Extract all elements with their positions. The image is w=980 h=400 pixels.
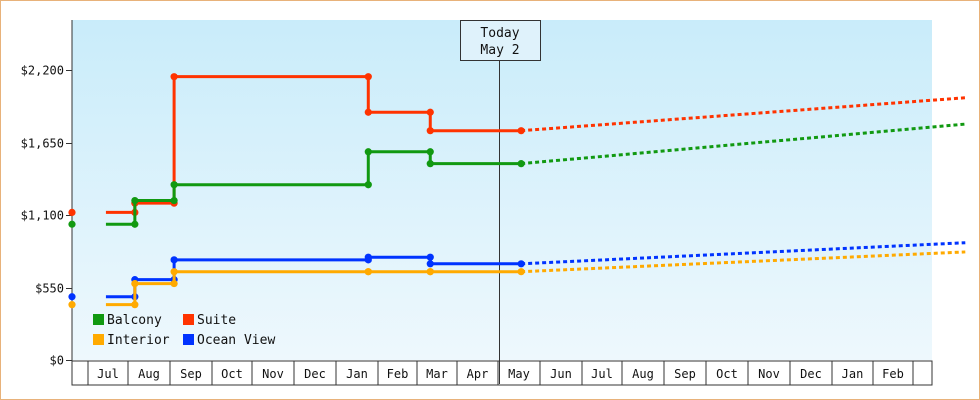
x-tick-label: Jul: [97, 367, 119, 381]
data-point: [426, 260, 434, 268]
data-point: [170, 256, 178, 264]
data-point: [170, 279, 178, 288]
x-axis-month-cell: [335, 360, 379, 386]
data-point: [426, 148, 434, 156]
y-tick-label: $0: [50, 354, 64, 368]
x-tick-label: Oct: [716, 367, 738, 381]
x-axis-month-cell: [251, 360, 295, 386]
today-box: [460, 20, 541, 61]
x-axis-month-cell: [377, 360, 418, 386]
legend-label-suite: Suite: [197, 313, 236, 328]
data-point: [68, 301, 76, 309]
x-tick-label: Sep: [180, 367, 202, 381]
data-point: [170, 268, 178, 276]
y-tick-label: $550: [35, 282, 64, 296]
x-axis-month-cell: [87, 360, 129, 386]
data-point: [131, 196, 139, 205]
data-point: [426, 253, 434, 261]
x-tick-label: Jul: [591, 367, 613, 381]
series-balcony: [68, 122, 966, 228]
data-point: [68, 208, 76, 217]
x-axis-month-cell: [293, 360, 337, 386]
x-tick-label: Feb: [387, 367, 409, 381]
x-axis-month-cell: [912, 360, 933, 386]
x-tick-label: Sep: [674, 367, 696, 381]
x-tick-label: Jan: [346, 367, 368, 381]
x-axis-month-cell: [872, 360, 914, 386]
data-point: [426, 108, 434, 116]
data-point: [170, 181, 178, 189]
data-point: [131, 279, 139, 288]
x-tick-label: Dec: [304, 367, 326, 381]
x-axis-month-cell: [831, 360, 874, 386]
x-axis-month-boxes: Jul Aug Sep Oct Nov Dec Jan Feb Mar Apr May Jun Jul A…: [71, 360, 933, 386]
x-tick-label: Aug: [632, 367, 654, 381]
today-marker: Today May 2: [460, 20, 541, 384]
data-point: [68, 220, 76, 228]
data-point: [170, 196, 178, 205]
x-tick-label: Mar: [426, 367, 448, 381]
x-tick-label: Aug: [138, 367, 160, 381]
legend-swatch-ocean-view: [183, 334, 194, 345]
x-tick-label: Jan: [842, 367, 864, 381]
forecast-line-suite: [521, 96, 966, 133]
x-axis-month-cell: [497, 360, 541, 386]
data-point: [426, 127, 434, 135]
y-axis: $0 $550 $1,100 $1,650 $2,200: [21, 20, 73, 368]
x-tick-label: Feb: [882, 367, 904, 381]
x-tick-label: Apr: [467, 367, 489, 381]
x-axis-month-cell: [705, 360, 749, 386]
data-point: [364, 253, 372, 261]
data-point: [131, 220, 139, 228]
data-point: [364, 268, 372, 276]
data-point: [364, 73, 372, 81]
plot-area: [72, 20, 932, 360]
series-line-balcony: [105, 150, 522, 226]
data-point: [426, 160, 434, 168]
data-point: [364, 108, 372, 116]
x-tick-label: Oct: [221, 367, 243, 381]
x-tick-label: Jun: [550, 367, 572, 381]
data-point: [170, 73, 178, 81]
data-point: [364, 181, 372, 189]
y-tick-label: $2,200: [21, 64, 64, 78]
today-label: Today: [480, 26, 519, 41]
x-tick-label: Nov: [262, 367, 284, 381]
legend-label-ocean-view: Ocean View: [197, 333, 275, 348]
data-point: [68, 293, 76, 301]
data-point: [131, 301, 139, 309]
x-axis-month-cell: [663, 360, 707, 386]
forecast-line-balcony: [521, 122, 966, 166]
legend-label-interior: Interior: [107, 333, 170, 348]
x-tick-label: May: [508, 367, 530, 381]
today-date: May 2: [480, 43, 519, 58]
x-axis-month-cell: [539, 360, 583, 386]
data-point: [426, 268, 434, 276]
legend: Balcony Suite Interior Ocean View: [93, 313, 275, 348]
series-interior: [68, 250, 966, 309]
data-point: [364, 148, 372, 156]
x-axis-month-cell: [581, 360, 623, 386]
x-tick-label: Nov: [758, 367, 780, 381]
x-axis-month-cell: [416, 360, 458, 386]
legend-label-balcony: Balcony: [107, 313, 162, 328]
x-axis-month-cell: [71, 360, 89, 386]
legend-swatch-suite: [183, 314, 194, 325]
series-layer: [68, 73, 966, 309]
x-axis-month-cell: [127, 360, 171, 386]
x-tick-label: Dec: [800, 367, 822, 381]
x-axis-month-cell: [211, 360, 253, 386]
y-tick-label: $1,650: [21, 137, 64, 151]
legend-swatch-interior: [93, 334, 104, 345]
x-axis-month-cell: [789, 360, 833, 386]
y-tick-label: $1,100: [21, 209, 64, 223]
legend-swatch-balcony: [93, 314, 104, 325]
